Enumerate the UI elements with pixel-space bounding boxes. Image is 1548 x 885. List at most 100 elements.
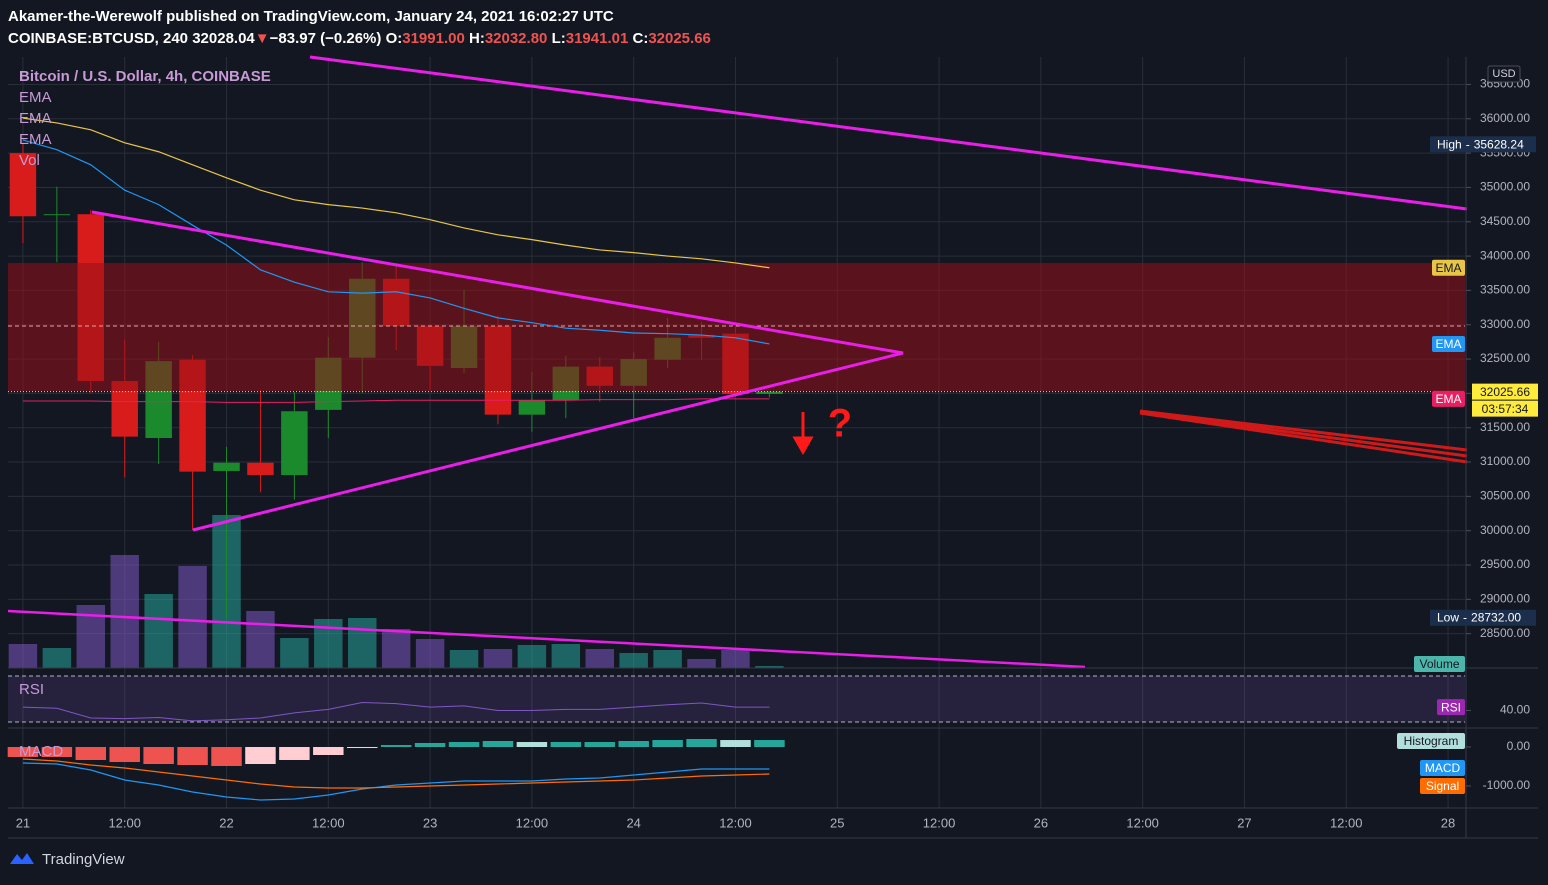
ohlc-label: C:	[632, 30, 649, 47]
triangle	[91, 210, 904, 532]
histogram-bar	[652, 740, 683, 748]
series-badge-bg	[1432, 390, 1465, 407]
y-tick-label: 29500.00	[1480, 557, 1530, 571]
series-badge-bg	[1437, 699, 1465, 716]
countdown: 03:57:34	[1482, 402, 1529, 416]
series-badge: RSI	[1441, 700, 1461, 714]
y-tick-label: 31000.00	[1480, 454, 1530, 468]
histogram-bar	[754, 740, 785, 748]
volume-bar	[755, 666, 784, 668]
rsi-line	[22, 701, 770, 722]
histogram-badge-bg	[1397, 733, 1465, 749]
histogram-bar	[7, 747, 39, 757]
legend-item: EMA	[19, 89, 52, 106]
ohlc: O:31991.00 H:32032.80 L:31941.01 C:32025…	[386, 30, 711, 47]
candle-body	[43, 214, 71, 216]
y-tick-label: 33000.00	[1480, 317, 1530, 331]
histogram-bar	[414, 742, 446, 748]
legend-item: Vol	[19, 152, 40, 169]
series-badge: EMA	[1435, 261, 1461, 275]
low-marker: Low -28732.00	[1437, 611, 1521, 625]
x-tick-label: 12:00	[312, 815, 345, 830]
legend-item: EMA	[19, 131, 52, 148]
volume-bar	[178, 566, 207, 668]
y-tick-label: 35000.00	[1480, 180, 1530, 194]
low-marker-bg	[1430, 609, 1536, 626]
header: Akamer-the-Werewolf published on Trading…	[8, 6, 711, 50]
countdown-bg	[1472, 400, 1538, 417]
x-tick-label: 12:00	[108, 815, 141, 830]
annotation: ?	[828, 402, 852, 446]
candle-body	[281, 411, 308, 476]
series-badge-bg	[1420, 778, 1465, 794]
histogram-bar	[313, 747, 344, 755]
y-tick-label: 34500.00	[1480, 214, 1530, 228]
series-badge-bg	[1432, 335, 1465, 352]
symbol: COINBASE:BTCUSD, 240	[8, 30, 189, 47]
y-tick-label: 29000.00	[1480, 592, 1530, 606]
high-marker: High -35628.24	[1437, 137, 1524, 151]
volume-bar	[483, 649, 513, 668]
histogram-bar	[686, 739, 717, 748]
volume-bar	[8, 644, 38, 668]
x-tick-label: 28	[1441, 815, 1455, 830]
volume-bar	[144, 594, 173, 668]
volume-bar	[381, 629, 411, 668]
red-rays	[1139, 409, 1468, 464]
candle-body	[213, 462, 240, 471]
legend: Bitcoin / U.S. Dollar, 4h, COINBASE EMA …	[19, 68, 271, 760]
series-badge: Signal	[1426, 779, 1459, 793]
macd-line	[22, 762, 770, 801]
candle-body	[518, 400, 546, 415]
histogram-bar	[516, 742, 548, 748]
volume-bar	[348, 618, 377, 668]
high-marker-bg	[1430, 136, 1536, 153]
candle-body	[247, 462, 274, 476]
volume-bar	[110, 555, 139, 668]
ray	[1139, 410, 1468, 458]
y-tick-label: 32500.00	[1480, 351, 1530, 365]
change: −83.97 (−0.26%)	[269, 30, 382, 47]
change-arrow: ▼	[254, 30, 270, 47]
y-tick-label: -1000.00	[1483, 778, 1531, 792]
histogram-bar	[211, 747, 242, 766]
ohlc-value: 32025.66	[648, 30, 711, 47]
high-label: High	[1437, 137, 1462, 151]
histogram-bar	[109, 747, 140, 763]
series-badge-bg	[1432, 259, 1465, 276]
volume-bar	[619, 653, 648, 668]
x-tick-label: 12:00	[923, 815, 956, 830]
series-badge: EMA	[1435, 337, 1461, 351]
histogram-bar	[448, 742, 480, 748]
last-price-label: 32025.66	[1480, 385, 1530, 399]
histogram-bar	[279, 747, 310, 760]
x-tick-label: 26	[1034, 815, 1048, 830]
volume-bar	[551, 644, 581, 668]
y-tick-label: 31500.00	[1480, 420, 1530, 434]
line-layer	[7, 117, 1465, 801]
trendline	[7, 609, 1086, 669]
macd-line	[22, 758, 770, 789]
low-label: Low	[1437, 611, 1459, 625]
histogram-bar	[720, 740, 751, 748]
histogram-badge: Histogram	[1404, 734, 1459, 748]
logo	[10, 853, 34, 864]
last-price: 32028.04	[192, 30, 255, 47]
rsi-band	[8, 676, 1465, 722]
y-tick-label: 34000.00	[1480, 248, 1530, 262]
volume-bar	[517, 645, 547, 668]
volume-bar	[653, 650, 682, 668]
brand: TradingView	[42, 850, 125, 868]
publish-text: Akamer-the-Werewolf published on Trading…	[8, 8, 614, 25]
ema-line	[22, 139, 770, 345]
x-tick-label: 24	[626, 815, 640, 830]
ema-line	[22, 117, 770, 269]
series-badge: MACD	[1425, 761, 1461, 775]
volume-bar	[246, 611, 275, 668]
volume-badge-bg	[1414, 656, 1465, 672]
volume-badge: Volume	[1419, 657, 1459, 671]
histogram-bar	[143, 747, 174, 765]
chart-title: Bitcoin / U.S. Dollar, 4h, COINBASE	[19, 68, 271, 85]
